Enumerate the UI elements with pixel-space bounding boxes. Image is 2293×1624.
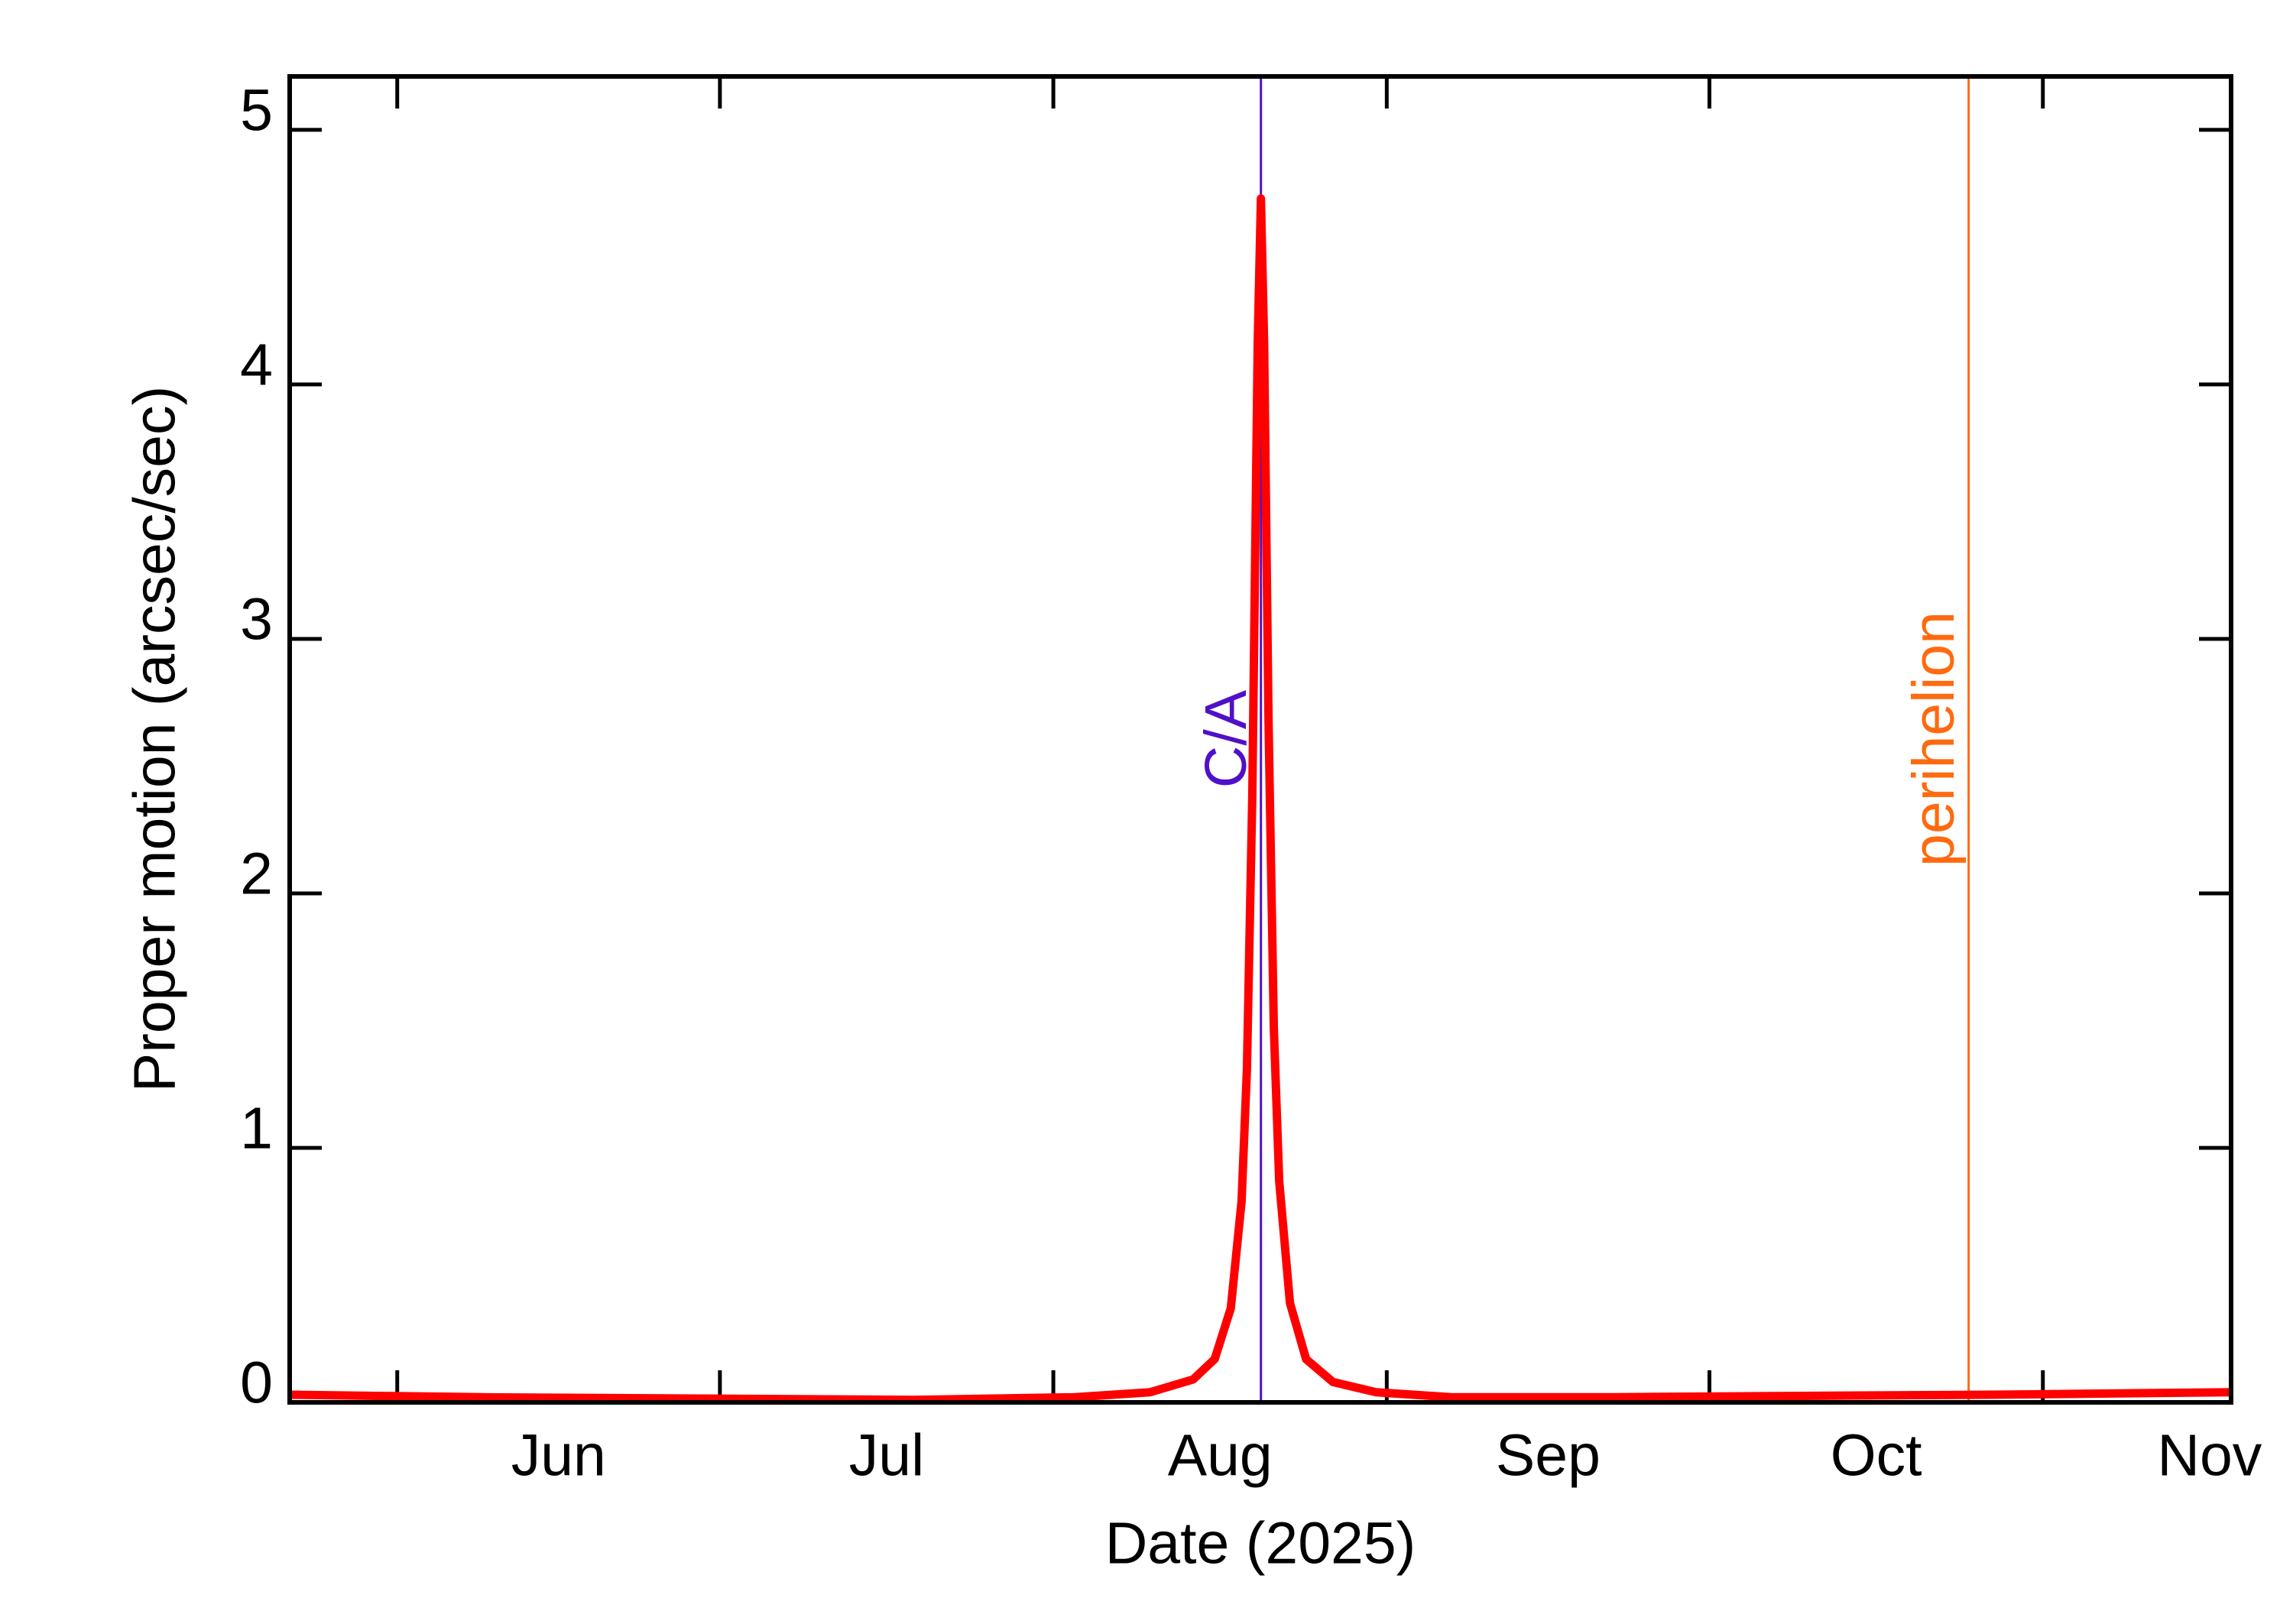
x-tick-label: Jun bbox=[511, 1422, 606, 1488]
x-tick-label: Jul bbox=[849, 1422, 924, 1488]
data-line bbox=[289, 194, 2232, 1405]
y-tick-label: 3 bbox=[240, 586, 273, 652]
y-tick-label: 4 bbox=[240, 332, 273, 397]
marker-label: perihelion bbox=[1901, 611, 1967, 867]
x-tick-label: Sep bbox=[1496, 1422, 1601, 1488]
y-tick-label: 1 bbox=[240, 1095, 273, 1161]
y-axis-title: Proper motion (arcsec/sec) bbox=[122, 386, 187, 1092]
y-tick-label: 2 bbox=[240, 841, 273, 906]
y-tick-label: 5 bbox=[240, 77, 273, 143]
x-tick-label: Oct bbox=[1831, 1422, 1922, 1488]
x-tick-label: Nov bbox=[2157, 1422, 2262, 1488]
marker-label: C/A bbox=[1193, 689, 1259, 788]
y-tick-label: 0 bbox=[240, 1350, 273, 1415]
x-tick-label: Aug bbox=[1168, 1422, 1273, 1488]
plot-frame bbox=[287, 74, 2233, 1405]
x-axis-title: Date (2025) bbox=[1105, 1510, 1416, 1576]
